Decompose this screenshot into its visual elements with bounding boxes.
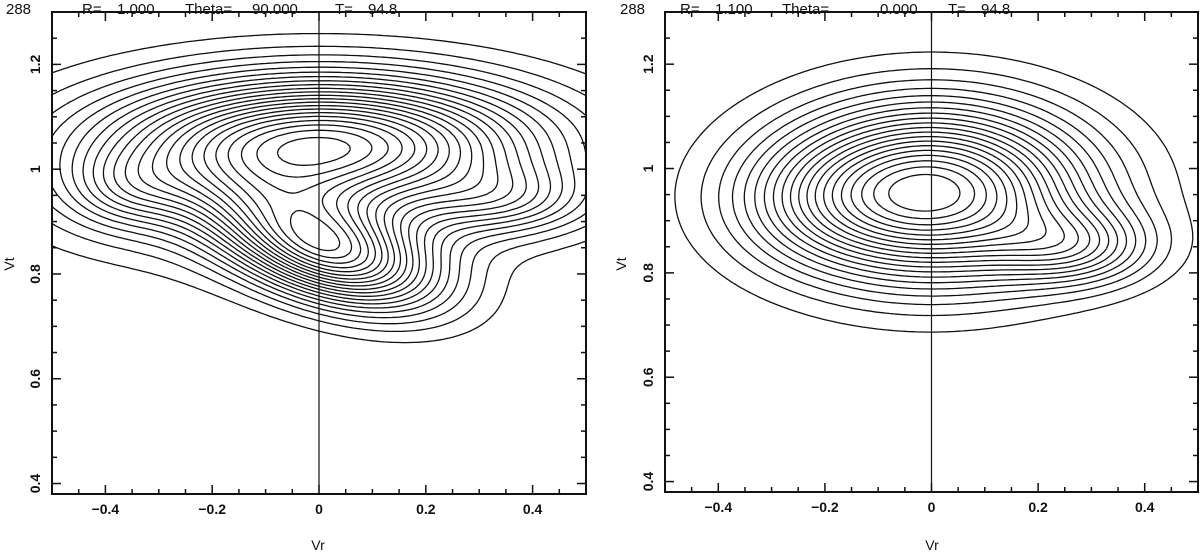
contour-level-13 <box>814 135 1047 250</box>
y-tick-label: 0.6 <box>640 367 656 387</box>
contour-level-21 <box>256 129 373 178</box>
x-tick-label: −0.4 <box>92 501 120 517</box>
contour-level-5 <box>743 94 1137 290</box>
contour-level-11 <box>124 91 499 291</box>
x-tick-label: 0 <box>928 499 936 515</box>
contour-level-2 <box>51 45 587 333</box>
r-value: 1.000 <box>117 1 155 18</box>
y-tick-label: 1.2 <box>27 54 43 74</box>
contour-level-2 <box>700 68 1173 317</box>
contour-level-19 <box>873 166 976 220</box>
run-id: 288 <box>620 1 645 18</box>
contour-level-19 <box>227 119 403 259</box>
contour-panel-right: 288 R= 1.100 Theta= 0.000 T= 94.8 −0.4 −0… <box>613 1 1199 553</box>
x-tick-label: −0.4 <box>704 499 732 515</box>
contour-panel-left: 288 R= 1.000 Theta= 90.000 T= 94.8 −0.4−… <box>1 1 587 553</box>
t-label: T= <box>335 1 353 18</box>
axes: −0.4 −0.2 0 0.2 0.4 0.4 0.6 0.8 1 1.2 <box>640 11 1199 515</box>
x-tick-label: 0.2 <box>416 501 436 517</box>
theta-label: Theta= <box>782 1 829 18</box>
contour-level-16 <box>191 108 439 273</box>
y-tick-label: 0.8 <box>27 264 43 284</box>
contour-level-4 <box>51 60 587 319</box>
contour-level-9 <box>102 83 527 297</box>
x-axis-label: Vr <box>925 537 939 553</box>
axes: −0.4 −0.2 0 0.2 0.4 0.4 0.6 0.8 1 1.2 <box>27 11 587 517</box>
x-tick-label: −0.2 <box>811 499 839 515</box>
contour-level-4 <box>731 87 1147 297</box>
y-axis-label: Vt <box>1 257 17 270</box>
y-axis-label: Vt <box>613 257 629 270</box>
panel-header: 288 R= 1.100 Theta= 0.000 T= 94.8 <box>620 1 1010 18</box>
contour-level-14 <box>165 101 462 280</box>
contour-level-5 <box>59 66 576 314</box>
contour-level-7 <box>763 107 1119 278</box>
contour-level-20 <box>240 124 389 252</box>
contour-level-12 <box>137 94 485 287</box>
contour-level-18 <box>861 160 987 226</box>
t-value: 94.8 <box>368 1 397 18</box>
r-label: R= <box>680 1 700 18</box>
contour-lines <box>51 32 587 344</box>
contour-level-11 <box>798 126 1080 259</box>
contour-level-15 <box>179 104 450 277</box>
theta-value: 0.000 <box>880 1 918 18</box>
x-tick-label: 0.4 <box>523 501 543 517</box>
contour-level-8 <box>92 80 540 301</box>
theta-label: Theta= <box>185 1 232 18</box>
x-tick-label: −0.2 <box>198 501 226 517</box>
contour-level-10 <box>113 87 514 294</box>
contour-level-14 <box>823 140 1030 245</box>
panel-header: 288 R= 1.000 Theta= 90.000 T= 94.8 <box>6 1 397 18</box>
y-tick-label: 1 <box>640 164 656 172</box>
t-label: T= <box>948 1 966 18</box>
contour-level-1 <box>51 32 587 344</box>
y-tick-label: 0.6 <box>27 369 43 389</box>
contour-level-12 <box>806 131 1065 254</box>
contour-level-15 <box>831 145 1018 241</box>
contour-level-17 <box>850 154 998 231</box>
contour-level-3 <box>51 54 587 325</box>
x-axis-label: Vr <box>311 537 325 553</box>
t-value: 94.8 <box>981 1 1010 18</box>
contour-level-13 <box>151 98 473 284</box>
x-tick-label: 0.2 <box>1028 499 1048 515</box>
contour-level-7 <box>82 75 552 305</box>
contour-level-9 <box>781 117 1101 268</box>
r-label: R= <box>82 1 102 18</box>
contour-level-1 <box>674 51 1194 333</box>
r-value: 1.100 <box>715 1 753 18</box>
run-id: 288 <box>6 1 31 18</box>
x-tick-label: 0.4 <box>1135 499 1155 515</box>
contour-lines <box>674 51 1194 333</box>
theta-value: 90.000 <box>252 1 298 18</box>
contour-level-16 <box>840 149 1008 236</box>
x-tick-label: 0 <box>315 501 323 517</box>
y-tick-label: 1.2 <box>640 54 656 74</box>
contour-level-20 <box>888 173 961 212</box>
y-tick-label: 0.8 <box>640 263 656 283</box>
contour-level-10 <box>789 122 1091 263</box>
contour-level-22 <box>276 136 351 166</box>
contour-level-6 <box>754 101 1128 284</box>
contour-level-6 <box>71 71 563 309</box>
y-tick-label: 1 <box>27 165 43 173</box>
y-tick-label: 0.4 <box>27 474 43 494</box>
contour-level-17 <box>203 111 428 269</box>
contour-level-8 <box>772 112 1110 273</box>
y-tick-label: 0.4 <box>640 472 656 492</box>
contour-level-3 <box>718 79 1158 306</box>
